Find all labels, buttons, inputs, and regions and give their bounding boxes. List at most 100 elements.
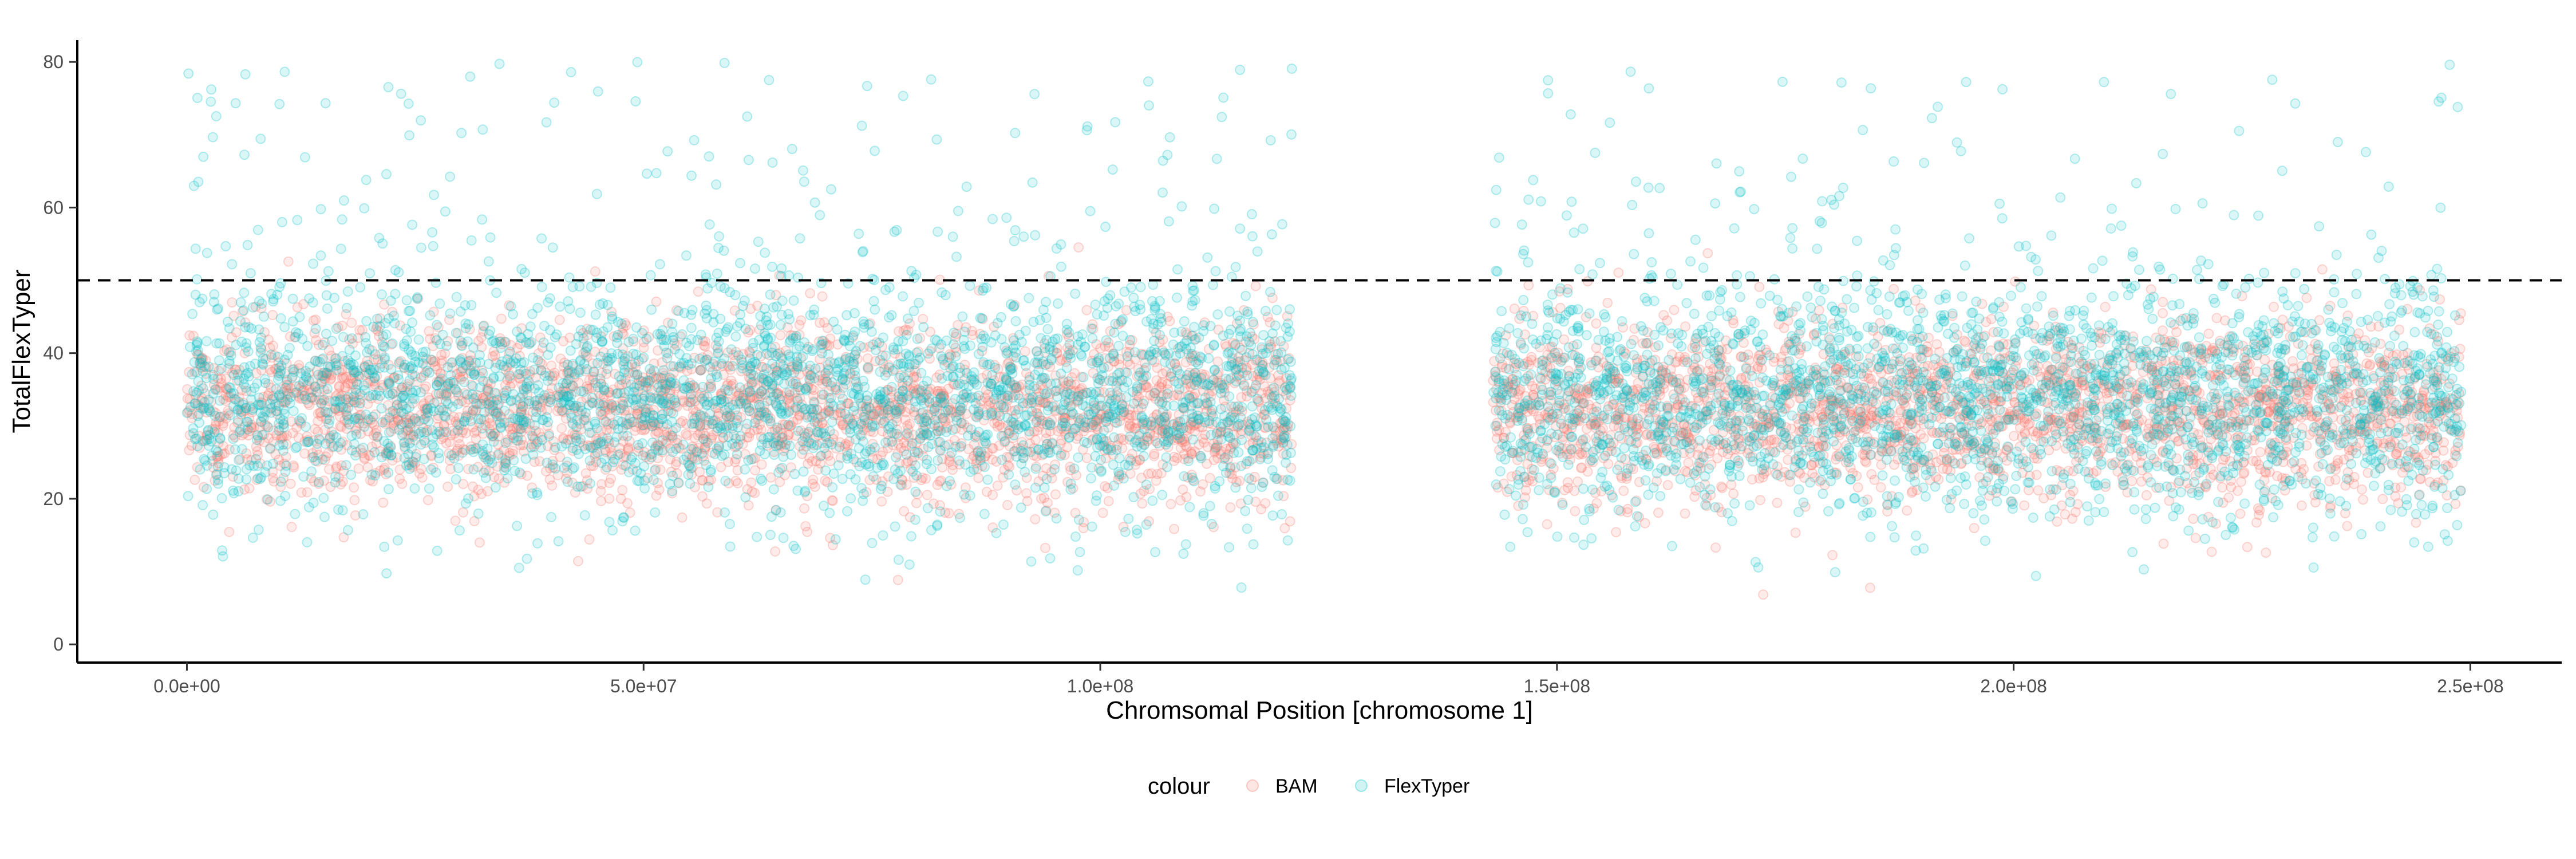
point-bam	[573, 555, 583, 566]
point-bam	[1576, 394, 1587, 405]
point-bam	[736, 412, 746, 423]
point-bam	[617, 484, 628, 495]
point-bam	[704, 381, 714, 392]
point-bam	[694, 467, 705, 478]
point-bam	[519, 396, 530, 407]
point-bam	[450, 515, 461, 526]
point-bam	[375, 466, 386, 476]
point-bam	[677, 512, 688, 523]
point-bam	[2063, 466, 2074, 476]
point-bam	[1872, 414, 1883, 425]
point-bam	[1164, 316, 1175, 326]
point-bam	[2261, 395, 2271, 405]
point-bam	[1717, 483, 1728, 494]
point-bam	[1559, 484, 1570, 495]
point-bam	[1050, 489, 1061, 500]
point-bam	[1595, 425, 1606, 436]
point-bam	[2306, 353, 2317, 364]
point-bam	[1543, 412, 1554, 423]
point-bam	[2432, 372, 2443, 383]
point-bam	[2176, 425, 2186, 436]
point-bam	[862, 353, 873, 364]
point-bam	[631, 408, 642, 419]
point-bam	[2402, 304, 2413, 314]
point-bam	[910, 409, 920, 420]
point-bam	[1902, 505, 1913, 516]
point-bam	[244, 483, 255, 494]
point-bam	[897, 475, 908, 486]
point-bam	[2255, 447, 2266, 458]
point-bam	[638, 342, 649, 353]
point-bam	[1766, 435, 1777, 446]
point-bam	[1754, 282, 1765, 292]
point-bam	[2131, 380, 2142, 391]
point-bam	[297, 385, 308, 396]
point-bam	[1172, 452, 1183, 463]
point-bam	[1782, 444, 1793, 455]
point-bam	[1953, 394, 1964, 405]
point-bam	[1664, 372, 1674, 383]
point-bam	[1762, 409, 1773, 420]
point-bam	[2438, 405, 2449, 416]
point-bam	[827, 495, 837, 506]
point-bam	[2247, 455, 2258, 466]
point-bam	[1242, 391, 1253, 402]
point-bam	[1129, 423, 1140, 434]
point-bam	[2433, 336, 2444, 346]
point-bam	[1602, 297, 1613, 308]
point-bam	[992, 480, 1003, 491]
point-bam	[1132, 418, 1143, 429]
point-bam	[595, 486, 606, 497]
point-bam	[2030, 333, 2041, 344]
point-bam	[2361, 358, 2372, 369]
point-bam	[631, 392, 642, 403]
point-bam	[1726, 444, 1737, 455]
point-bam	[633, 409, 643, 420]
point-bam	[189, 474, 200, 485]
point-bam	[1840, 426, 1851, 437]
point-bam	[917, 417, 927, 428]
point-bam	[1180, 327, 1191, 338]
point-bam	[2271, 394, 2282, 405]
point-bam	[1816, 375, 1827, 386]
point-bam	[2038, 493, 2049, 503]
point-bam	[1201, 397, 1212, 408]
point-bam	[1793, 467, 1804, 478]
point-bam	[1656, 419, 1666, 430]
point-bam	[1699, 392, 1710, 403]
point-bam	[1161, 392, 1172, 403]
point-bam	[349, 482, 359, 493]
point-bam	[1124, 423, 1135, 434]
point-bam	[349, 495, 360, 506]
point-bam	[208, 406, 219, 417]
point-bam	[552, 405, 563, 416]
point-bam	[1683, 458, 1694, 468]
point-bam	[2411, 517, 2421, 528]
point-bam	[2205, 472, 2216, 483]
point-bam	[1042, 498, 1053, 508]
point-bam	[1581, 386, 1591, 397]
point-bam	[313, 416, 323, 427]
point-bam	[1971, 420, 1982, 431]
point-bam	[820, 338, 831, 349]
point-bam	[383, 376, 394, 387]
point-bam	[1052, 348, 1062, 358]
point-bam	[2048, 400, 2059, 411]
point-bam	[2182, 342, 2192, 353]
point-bam	[1969, 523, 1980, 534]
point-bam	[1839, 349, 1850, 360]
point-bam	[1839, 365, 1850, 376]
point-bam	[1190, 446, 1200, 457]
point-bam	[421, 427, 432, 437]
point-bam	[744, 432, 754, 443]
point-bam	[2236, 476, 2247, 487]
point-bam	[2374, 401, 2384, 412]
point-bam	[1227, 473, 1238, 484]
point-bam	[228, 471, 238, 482]
point-bam	[1930, 400, 1941, 411]
point-bam	[436, 379, 447, 390]
point-bam	[943, 508, 954, 519]
point-bam	[430, 389, 441, 400]
point-bam	[924, 397, 935, 408]
point-bam	[938, 412, 949, 423]
